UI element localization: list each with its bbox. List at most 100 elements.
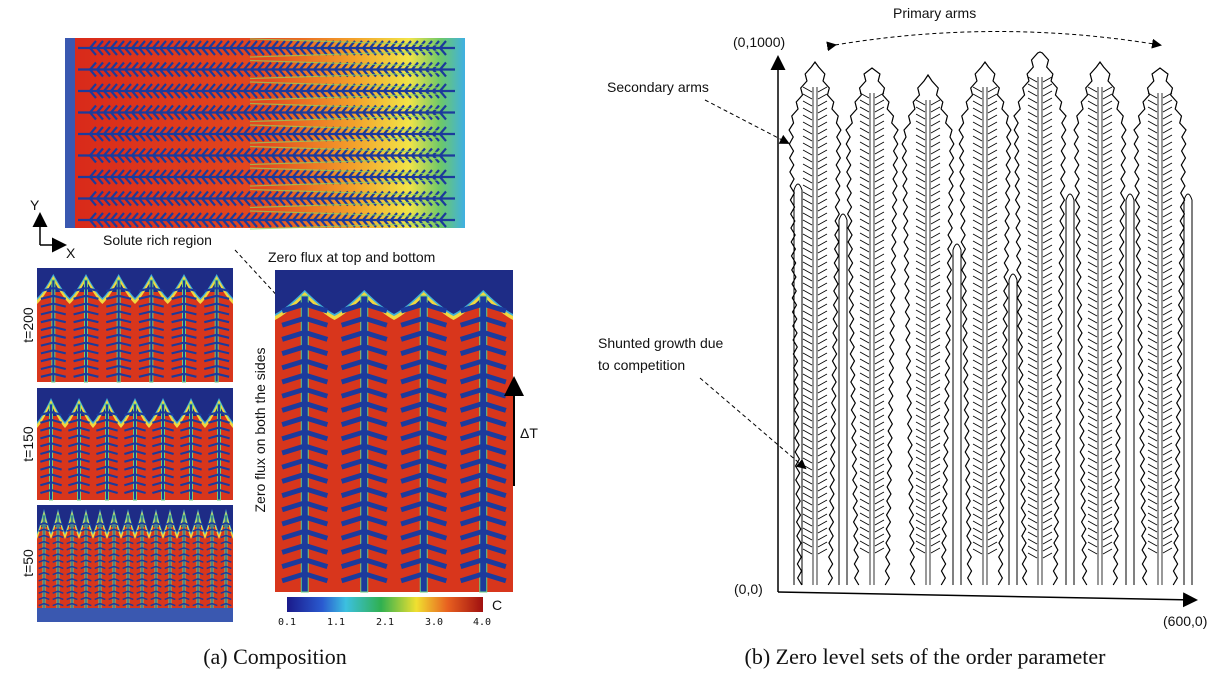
- side-flux-label: Zero flux on both the sides: [252, 348, 268, 513]
- branches: [38, 522, 50, 607]
- branches: [124, 410, 146, 495]
- trunk: [182, 279, 186, 383]
- shunted-outline: [952, 243, 962, 585]
- snapshot-label: t=150: [20, 426, 36, 462]
- dendrite-rim: [249, 38, 441, 58]
- secondary-arrow: [704, 99, 790, 144]
- dendrites-horizontal: [78, 38, 455, 230]
- dendrite-rim: [249, 167, 441, 187]
- colorbar-tick: 4.0: [473, 617, 491, 628]
- secondary-arms-label: Secondary arms: [607, 79, 709, 95]
- trunk: [419, 295, 428, 593]
- branches: [108, 522, 120, 607]
- trunk: [84, 279, 88, 383]
- branches: [206, 522, 218, 607]
- colorbar-label: C: [492, 597, 502, 613]
- trunk-outline: [1157, 93, 1163, 585]
- panel-melt: [37, 292, 233, 382]
- branches: [40, 410, 62, 495]
- branches: [208, 410, 230, 495]
- front: [37, 388, 233, 422]
- branches: [68, 410, 90, 495]
- trunk: [479, 295, 488, 593]
- branches: [150, 522, 162, 607]
- secondary-outline: [859, 92, 885, 554]
- dendrite-rim: [249, 188, 441, 209]
- colorbar-tick: 1.1: [327, 617, 345, 628]
- dendrite-rim: [249, 145, 441, 166]
- trunk: [51, 279, 56, 383]
- trunk-outline: [1037, 77, 1043, 585]
- trunk-outline: [1097, 87, 1103, 585]
- arm-outline: [901, 73, 955, 586]
- panel-melt: [37, 527, 233, 610]
- shunted-outline: [838, 213, 848, 585]
- arm-outline: [788, 60, 842, 586]
- snapshot-label: t=50: [20, 549, 36, 577]
- shunted-outline: [1008, 273, 1018, 585]
- arm-outline: [958, 60, 1012, 586]
- colorbar-tick: 2.1: [376, 617, 394, 628]
- branches: [204, 286, 230, 378]
- trunk: [116, 279, 121, 383]
- branches: [73, 286, 99, 378]
- corner-right: (600,0): [1163, 613, 1207, 629]
- branches: [94, 522, 106, 607]
- branches: [138, 286, 164, 378]
- primary-arms-label: Primary arms: [893, 5, 976, 21]
- branches: [220, 522, 232, 607]
- front: [37, 268, 233, 298]
- secondary-outline: [802, 86, 828, 555]
- trunk: [214, 279, 219, 383]
- shunted-outline: [1125, 193, 1135, 585]
- branches: [459, 301, 507, 584]
- branches: [40, 286, 66, 378]
- branches: [164, 522, 176, 607]
- arm-outline: [1073, 60, 1127, 586]
- solute-label: Solute rich region: [103, 232, 212, 248]
- dendrite-rim: [249, 81, 441, 101]
- shunted-outline: [793, 183, 803, 585]
- arm-outline: [1013, 51, 1067, 586]
- trunk: [300, 295, 309, 593]
- shunted-label: to competition: [598, 357, 685, 373]
- top-flux-label: Zero flux at top and bottom: [268, 249, 435, 265]
- trunk-outline: [982, 87, 988, 585]
- front: [275, 270, 513, 314]
- secondary-outline: [1027, 76, 1053, 559]
- secondary-outline: [1087, 86, 1113, 555]
- shunted-label: Shunted growth due: [598, 335, 724, 351]
- branches: [136, 522, 148, 607]
- trunk: [149, 279, 154, 383]
- branches: [52, 522, 64, 607]
- panel-base: [37, 608, 233, 622]
- secondary-outline: [972, 86, 998, 555]
- branches: [178, 522, 190, 607]
- dendrite-rim: [249, 210, 441, 230]
- branches: [152, 410, 174, 495]
- caption-a: (a) Composition: [203, 644, 347, 669]
- arm-outline: [845, 67, 899, 586]
- branches: [122, 522, 134, 607]
- trunk-outline: [925, 100, 931, 585]
- origin: (0,0): [734, 581, 763, 597]
- branches: [400, 301, 448, 584]
- snapshot-label: t=200: [20, 307, 36, 343]
- branches: [106, 286, 132, 378]
- corner-top: (0,1000): [733, 34, 785, 50]
- dendrite-rim: [249, 102, 441, 123]
- trunk-outline: [812, 87, 818, 585]
- snapshot-panels: [37, 268, 513, 622]
- shunted-arrow: [699, 377, 807, 470]
- colorbar-tick: 0.1: [278, 617, 296, 628]
- branches: [171, 286, 197, 378]
- trunk: [360, 295, 369, 593]
- caption-b: (b) Zero level sets of the order paramet…: [745, 644, 1107, 669]
- secondary-outline: [1147, 92, 1173, 554]
- arm-outline: [1133, 67, 1187, 586]
- b-axis-x: [777, 591, 1198, 608]
- primary-arrow: [826, 31, 1162, 52]
- branches: [281, 301, 329, 584]
- left-strip: [65, 38, 75, 228]
